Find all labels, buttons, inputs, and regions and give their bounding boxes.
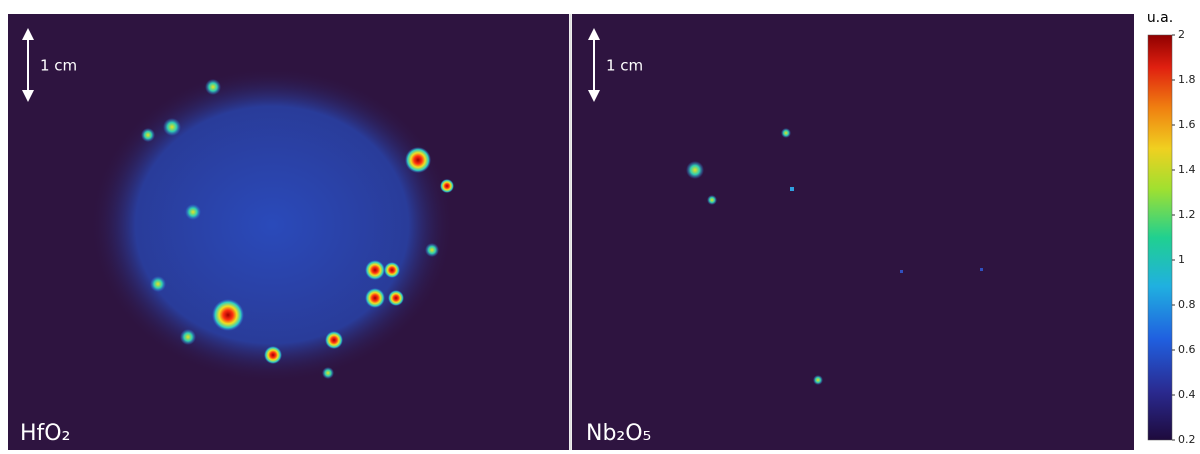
warm-spot (425, 243, 439, 257)
colorbar-tick-label: 1.6 (1178, 118, 1196, 131)
panel-left: 1 cm HfO₂ (8, 14, 569, 450)
colorbar-tick-label: 1.4 (1178, 163, 1196, 176)
warm-spot (180, 329, 196, 345)
colorbar: u.a. 0.2 0.4 0.6 0.8 1 1.2 1.4 1.6 1.8 2 (1147, 10, 1196, 446)
hot-spot (440, 179, 454, 193)
warm-spot (686, 161, 704, 179)
pixel (900, 270, 903, 273)
colorbar-tick-label: 0.2 (1178, 433, 1196, 446)
hot-spot (365, 288, 385, 308)
warm-spot (141, 128, 155, 142)
hot-spot (405, 147, 431, 173)
colorbar-tick-label: 1 (1178, 253, 1185, 266)
hot-spot (388, 290, 404, 306)
warm-spot (813, 375, 823, 385)
panel-label: Nb₂O₅ (586, 421, 651, 446)
hot-spot (212, 299, 244, 331)
panel-right: 1 cm Nb₂O₅ (572, 14, 1134, 450)
scale-bar (22, 28, 34, 102)
pixel (790, 187, 794, 191)
panel-background (572, 14, 1134, 450)
colorbar-label: u.a. (1147, 10, 1173, 26)
colorbar-tick-label: 0.6 (1178, 343, 1196, 356)
hot-spot (264, 346, 282, 364)
warm-spot (163, 118, 181, 136)
hot-spot (365, 260, 385, 280)
colorbar-tick-label: 0.4 (1178, 388, 1196, 401)
warm-spot (707, 195, 717, 205)
warm-spot (150, 276, 166, 292)
warm-spot (185, 204, 201, 220)
scale-label: 1 cm (606, 57, 643, 75)
colorbar-tick-label: 1.8 (1178, 73, 1196, 86)
panel-label: HfO₂ (20, 421, 70, 446)
colorbar-gradient (1147, 34, 1173, 441)
hot-spot (325, 331, 343, 349)
hot-spot (384, 262, 400, 278)
signal-cloud (90, 67, 454, 383)
warm-spot (205, 79, 221, 95)
pixel (980, 268, 983, 271)
scale-bar (588, 28, 600, 102)
colorbar-tick-label: 0.8 (1178, 298, 1196, 311)
warm-spot (322, 367, 334, 379)
colorbar-tick-label: 1.2 (1178, 208, 1196, 221)
colorbar-tick-label: 2 (1178, 28, 1185, 41)
warm-spot (781, 128, 791, 138)
scale-label: 1 cm (40, 57, 77, 75)
